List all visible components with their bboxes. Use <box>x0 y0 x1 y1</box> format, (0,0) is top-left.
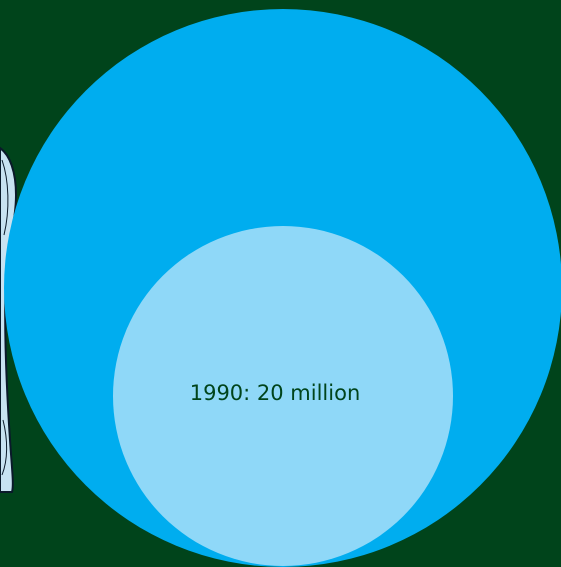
figure-detail-line <box>1 159 9 236</box>
inner-bubble-1990 <box>113 226 453 566</box>
bubble-label-1990: 1990: 20 million <box>190 381 361 405</box>
figure-detail-line <box>1 419 8 476</box>
